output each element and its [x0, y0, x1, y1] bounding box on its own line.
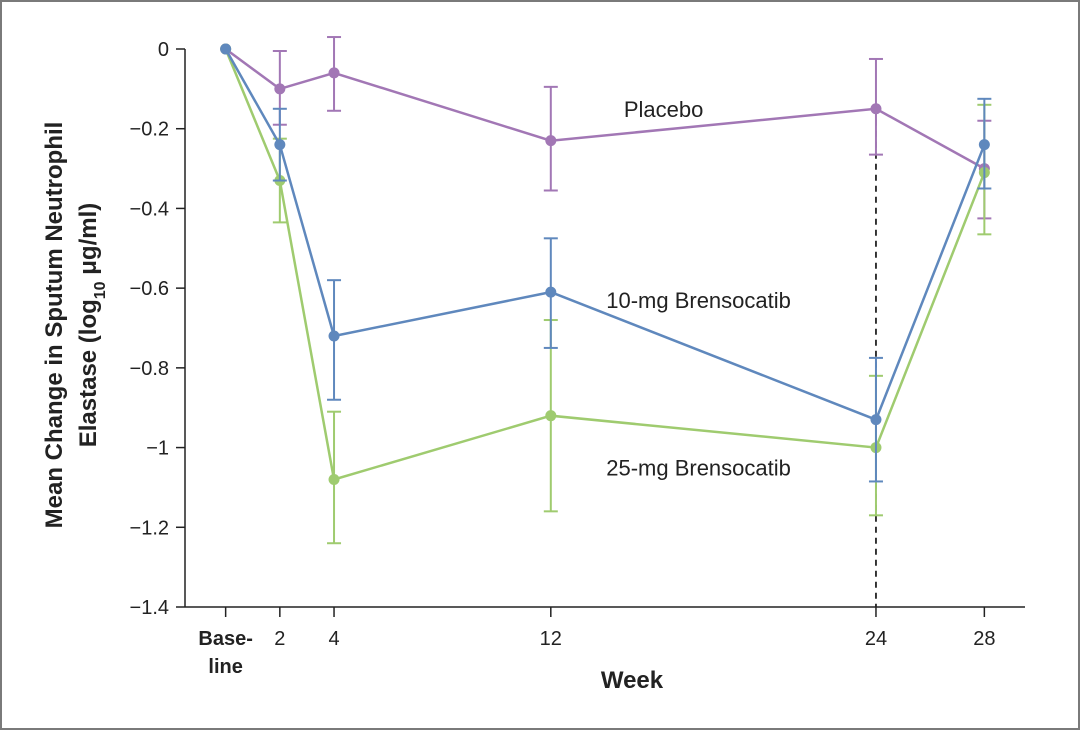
data-point: [870, 103, 882, 115]
series-layer: [220, 36, 992, 545]
data-point: [328, 473, 340, 485]
x-axis-title: Week: [601, 667, 664, 694]
axes-layer: [184, 49, 1025, 608]
x-tick-label: Base-: [198, 628, 252, 650]
x-tick-label: 28: [973, 628, 995, 650]
data-point: [328, 330, 340, 342]
data-point: [978, 139, 990, 151]
series-line: [224, 47, 986, 170]
y-tick-label: −1: [146, 438, 169, 460]
data-point: [274, 83, 286, 95]
series-label-25-mg-brensocatib: 25-mg Brensocatib: [606, 456, 791, 481]
y-tick-label: −0.8: [130, 358, 169, 380]
data-point: [545, 135, 557, 147]
y-axis-title-line-1: Mean Change in Sputum Neutrophil: [41, 122, 68, 529]
y-tick-label: −0.2: [130, 119, 169, 141]
y-tick-label: −0.4: [130, 198, 169, 220]
x-tick-label: 2: [274, 628, 285, 650]
x-tick-label: 24: [865, 628, 887, 650]
series-label-layer: Placebo 10-mg Brensocatib 25-mg Brensocati…: [606, 97, 791, 481]
series-label-10-mg-brensocatib: 10-mg Brensocatib: [606, 288, 791, 313]
x-tick-label: 4: [328, 628, 339, 650]
data-point: [545, 410, 557, 422]
series-10-mg-brensocatib: [220, 43, 992, 483]
data-point: [220, 43, 232, 55]
data-point: [328, 67, 340, 79]
x-tick-label: 12: [540, 628, 562, 650]
y-tick-label: 0: [158, 39, 169, 61]
y-tick-label: −1.4: [130, 597, 169, 619]
series-line: [224, 48, 986, 482]
y-axis-title: Mean Change in Sputum Neutrophil Elastas…: [41, 122, 109, 529]
y-tick-label: −1.2: [130, 517, 169, 539]
series-line: [224, 48, 986, 422]
x-tick-label: line: [208, 656, 242, 678]
y-axis-title-line-2: Elastase (log10 μg/ml): [75, 203, 109, 448]
data-point: [870, 414, 882, 426]
series-label-placebo: Placebo: [624, 97, 704, 122]
y-tick-label: −0.6: [130, 278, 169, 300]
data-point: [545, 286, 557, 298]
data-point: [274, 139, 286, 151]
